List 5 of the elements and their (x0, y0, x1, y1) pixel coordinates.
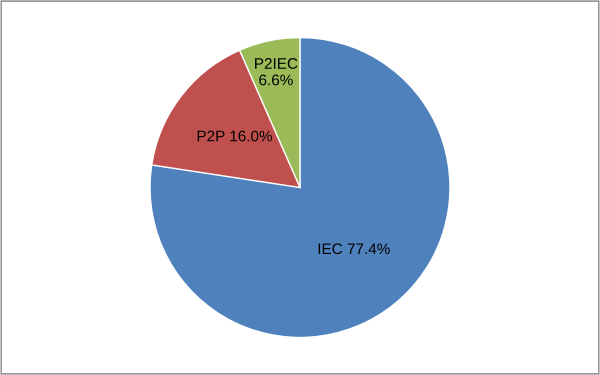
pie-slice (149, 36, 451, 338)
slice-label: P2IEC (255, 58, 298, 69)
data-label: 6.6% (259, 74, 293, 86)
slice-label: P2P 16.0% (198, 130, 272, 142)
slice-label: IEC 77.4% (318, 243, 390, 254)
